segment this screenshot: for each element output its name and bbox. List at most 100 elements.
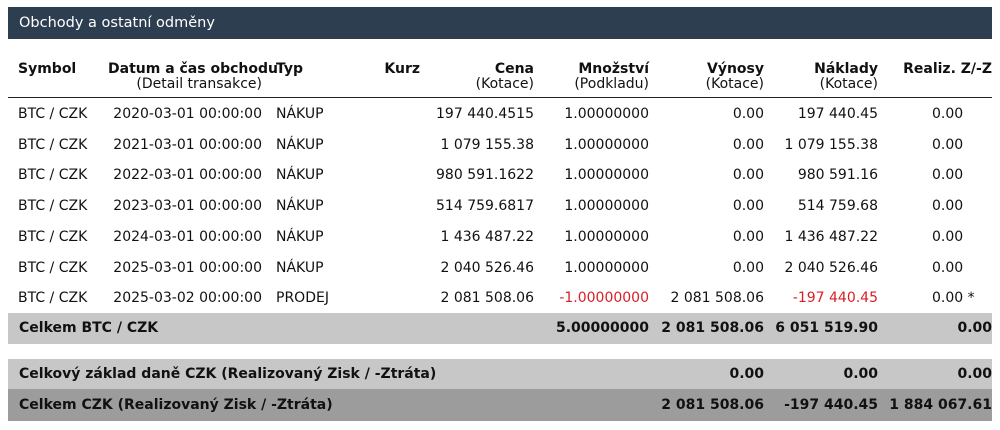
cell-price: 2 040 526.46 (440, 259, 534, 276)
cell-cost: 514 759.68 (797, 198, 878, 215)
subtotal-revenue: 2 081 508.06 (661, 320, 764, 336)
cell-pnl: 0.00 (932, 167, 964, 184)
cell-revenue: 2 081 508.06 (670, 290, 764, 307)
subtotal-qty: 5.00000000 (556, 320, 649, 336)
cell-pnl: 0.00 (932, 136, 964, 153)
cell-price: 1 079 155.38 (440, 136, 534, 153)
cell-cost: 1 436 487.22 (784, 228, 878, 245)
cell-qty: 1.00000000 (564, 198, 649, 215)
cell-symbol: BTC / CZK (18, 167, 88, 184)
cell-cost: 2 040 526.46 (784, 259, 878, 276)
cell-datetime: 2024-03-01 00:00:00 (113, 228, 262, 245)
grand-total-row: Celkem CZK (Realizovaný Zisk / -Ztráta) … (8, 389, 992, 421)
cell-price: 197 440.4515 (436, 106, 534, 122)
grand-total-pnl: 1 884 067.61 (889, 397, 992, 413)
cell-revenue: 0.00 (732, 259, 764, 276)
table-row: BTC / CZK 2025-03-02 00:00:00 PRODEJ 2 081 … (8, 283, 1000, 314)
cell-datetime: 2020-03-01 00:00:00 (113, 106, 262, 122)
cell-type: NÁKUP (276, 198, 324, 215)
col-revenue-label: Výnosy (706, 61, 764, 77)
cell-symbol: BTC / CZK (18, 106, 88, 122)
col-pnl: Realiz. Z/-Z (903, 61, 992, 77)
col-price-sub: (Kotace) (475, 76, 534, 92)
cell-price: 980 591.1622 (436, 167, 534, 184)
col-price: Cena (Kotace) (408, 62, 534, 92)
table-row: BTC / CZK 2024-03-01 00:00:00 NÁKUP 1 436 4… (8, 222, 1000, 253)
col-cost-label: Náklady (814, 61, 878, 77)
cell-pnl: 0.00 (932, 106, 964, 122)
tax-base-pnl: 0.00 (957, 366, 992, 382)
cell-symbol: BTC / CZK (18, 136, 88, 153)
cell-qty: 1.00000000 (564, 167, 649, 184)
tax-base-label: Celkový základ daně CZK (Realizovaný Zis… (19, 366, 437, 382)
section-title: Obchody a ostatní odměny (8, 7, 992, 39)
tax-base-cost: 0.00 (843, 366, 878, 382)
subtotal-pnl: 0.00 (957, 320, 992, 336)
col-cost-sub: (Kotace) (819, 76, 878, 92)
col-revenue: Výnosy (Kotace) (653, 62, 764, 92)
col-datetime-sub: (Detail transakce) (136, 76, 262, 92)
cell-pnl: 0.00 (932, 198, 964, 215)
tax-base-row: Celkový základ daně CZK (Realizovaný Zis… (8, 359, 992, 389)
cell-revenue: 0.00 (732, 167, 764, 184)
cell-qty: 1.00000000 (564, 259, 649, 276)
cell-pnl: 0.00 * (932, 290, 975, 307)
table-row: BTC / CZK 2025-03-01 00:00:00 NÁKUP 2 040 5… (8, 253, 1000, 284)
cell-cost: 980 591.16 (797, 167, 878, 184)
col-price-label: Cena (494, 61, 534, 77)
cell-type: NÁKUP (276, 259, 324, 276)
col-qty: Množství (Podkladu) (538, 62, 649, 92)
cell-datetime: 2025-03-02 00:00:00 (113, 290, 262, 307)
table-row: BTC / CZK 2021-03-01 00:00:00 NÁKUP 1 079 1… (8, 130, 1000, 161)
tax-base-revenue: 0.00 (729, 366, 764, 382)
cell-symbol: BTC / CZK (18, 259, 88, 276)
cell-revenue: 0.00 (732, 136, 764, 153)
cell-datetime: 2022-03-01 00:00:00 (113, 167, 262, 184)
header-divider (8, 97, 992, 98)
cell-symbol: BTC / CZK (18, 198, 88, 215)
cell-revenue: 0.00 (732, 198, 764, 215)
cell-symbol: BTC / CZK (18, 290, 88, 307)
cell-qty: 1.00000000 (564, 106, 649, 122)
cell-pnl: 0.00 (932, 228, 964, 245)
cell-qty: 1.00000000 (564, 136, 649, 153)
column-header-row: Symbol Datum a čas obchodu (Detail trans… (8, 62, 1000, 96)
grand-total-label: Celkem CZK (Realizovaný Zisk / -Ztráta) (19, 397, 333, 413)
cell-type: NÁKUP (276, 228, 324, 245)
subtotal-cost: 6 051 519.90 (775, 320, 878, 336)
cell-pnl: 0.00 (932, 259, 964, 276)
cell-datetime: 2021-03-01 00:00:00 (113, 136, 262, 153)
subtotal-label: Celkem BTC / CZK (19, 320, 159, 336)
cell-cost: 1 079 155.38 (784, 136, 878, 153)
grand-total-revenue: 2 081 508.06 (661, 397, 764, 413)
cell-qty: 1.00000000 (564, 228, 649, 245)
col-rate: Kurz (384, 61, 420, 77)
cell-revenue: 0.00 (732, 228, 764, 245)
cell-type: NÁKUP (276, 136, 324, 153)
cell-qty: -1.00000000 (559, 290, 649, 307)
cell-type: NÁKUP (276, 167, 324, 184)
subtotal-row: Celkem BTC / CZK 5.00000000 2 081 508.06… (8, 313, 992, 344)
col-datetime: Datum a čas obchodu (Detail transakce) (108, 62, 278, 92)
grand-total-cost: -197 440.45 (784, 397, 878, 413)
cell-datetime: 2023-03-01 00:00:00 (113, 198, 262, 215)
table-row: BTC / CZK 2022-03-01 00:00:00 NÁKUP 980 591… (8, 160, 1000, 191)
col-symbol: Symbol (18, 61, 77, 77)
cell-symbol: BTC / CZK (18, 228, 88, 245)
col-qty-label: Množství (578, 61, 649, 77)
cell-cost: -197 440.45 (792, 290, 878, 307)
cell-cost: 197 440.45 (797, 106, 878, 122)
table-row: BTC / CZK 2023-03-01 00:00:00 NÁKUP 514 759… (8, 191, 1000, 222)
cell-datetime: 2025-03-01 00:00:00 (113, 259, 262, 276)
col-type: Typ (276, 61, 304, 77)
cell-price: 514 759.6817 (436, 198, 534, 215)
cell-price: 1 436 487.22 (440, 228, 534, 245)
col-cost: Náklady (Kotace) (768, 62, 878, 92)
col-qty-sub: (Podkladu) (574, 76, 649, 92)
table-row: BTC / CZK 2020-03-01 00:00:00 NÁKUP 197 440… (8, 99, 1000, 130)
cell-type: NÁKUP (276, 106, 324, 122)
cell-price: 2 081 508.06 (440, 290, 534, 307)
cell-revenue: 0.00 (732, 106, 764, 122)
col-revenue-sub: (Kotace) (705, 76, 764, 92)
col-datetime-label: Datum a čas obchodu (108, 61, 278, 77)
